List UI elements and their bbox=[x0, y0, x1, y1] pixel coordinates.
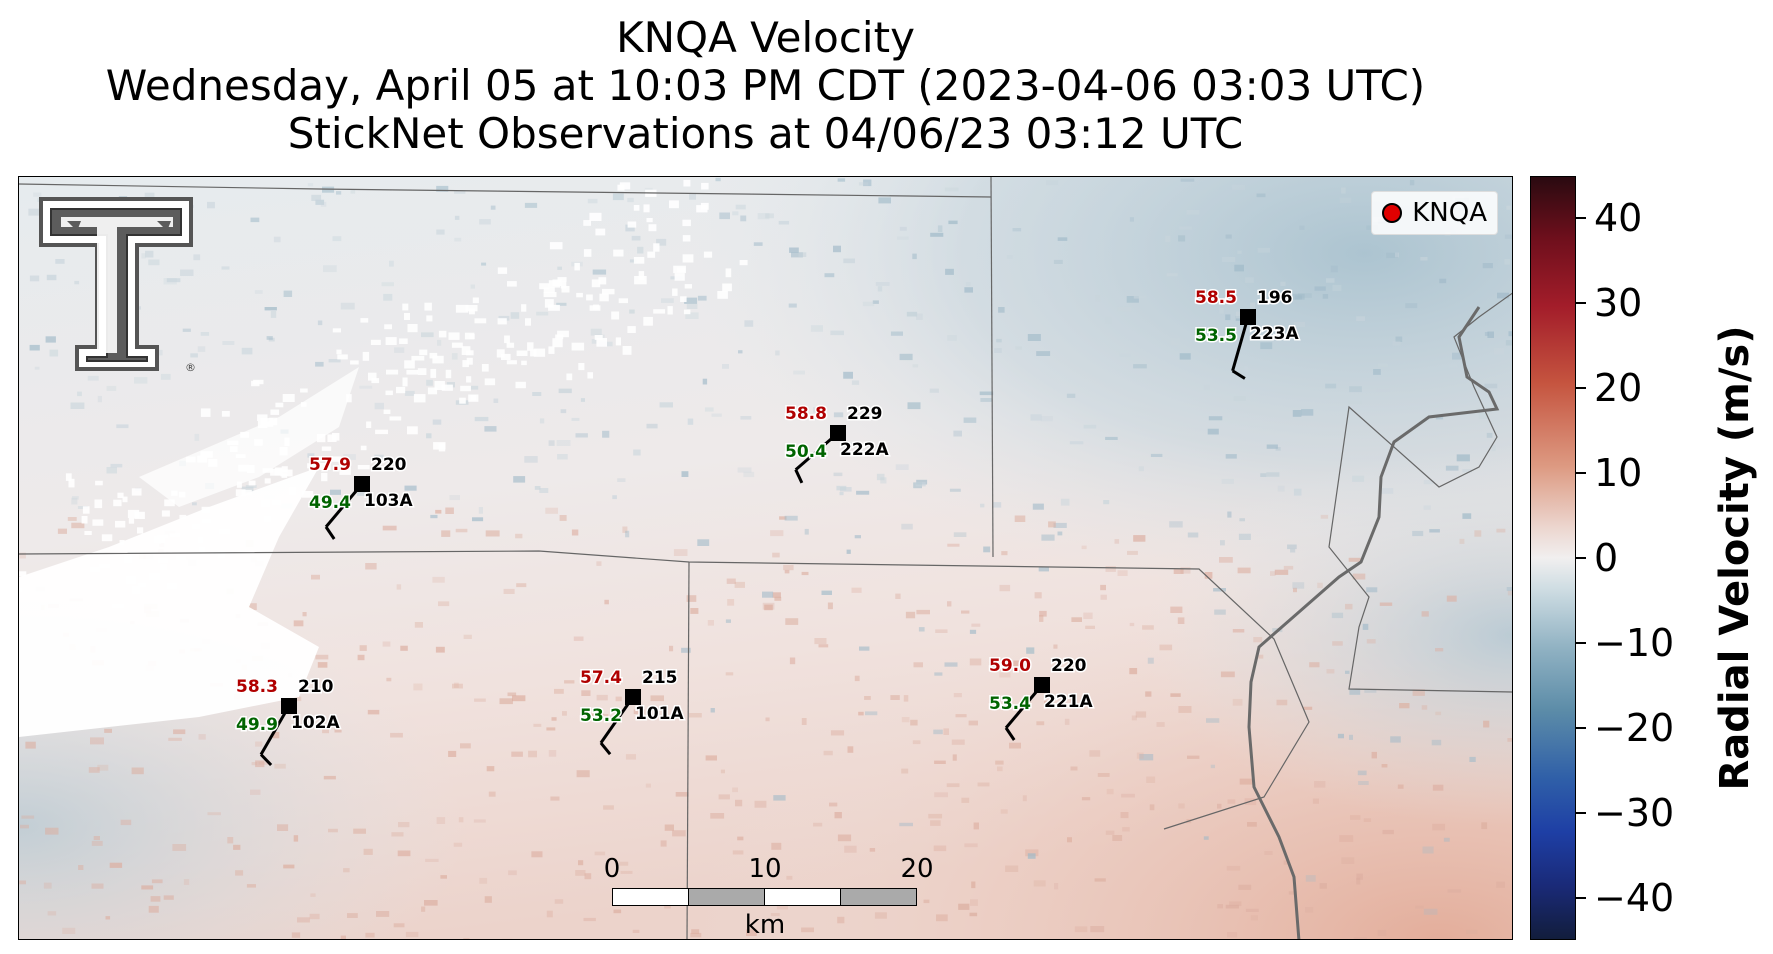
station-id-label: 103A bbox=[364, 491, 413, 511]
dewpoint-label: 49.4 bbox=[309, 493, 351, 513]
temperature-label: 57.9 bbox=[309, 455, 351, 475]
radar-map[interactable]: 57.9 220 49.4 103A 58.8 229 50.4 222A 58.5 196 53.… bbox=[18, 176, 1513, 940]
temperature-label: 57.4 bbox=[580, 668, 622, 688]
colorbar-tick-label: 0 bbox=[1594, 536, 1619, 580]
wind-barb-flag bbox=[599, 741, 612, 756]
scale-tick-0: 0 bbox=[603, 854, 621, 884]
scale-bar-segment bbox=[840, 888, 917, 906]
scale-unit: km bbox=[744, 910, 786, 940]
county-boundaries bbox=[19, 177, 1512, 939]
wind-barb-staff bbox=[1231, 316, 1250, 372]
wind-barb-staff bbox=[259, 705, 291, 756]
title-radar: KNQA Velocity bbox=[616, 13, 915, 62]
wind-barb-flag bbox=[324, 526, 336, 540]
wind-direction-label: 229 bbox=[847, 404, 883, 424]
no-data-speckle bbox=[19, 179, 748, 609]
station-223A: 58.5 196 53.5 223A bbox=[1194, 287, 1301, 380]
station-222A: 58.8 229 50.4 222A bbox=[784, 403, 891, 484]
river bbox=[1247, 306, 1500, 939]
colorbar-tick-mark bbox=[1576, 641, 1586, 644]
station-marker bbox=[830, 425, 846, 441]
colorbar-tick-mark bbox=[1576, 472, 1586, 475]
colorbar-tick-label: 20 bbox=[1594, 366, 1643, 411]
station-221A: 59.0 220 53.4 221A bbox=[988, 655, 1095, 741]
texas-tech-logo: ® bbox=[37, 195, 197, 375]
station-id-label: 101A bbox=[635, 704, 684, 724]
title-observations: StickNet Observations at 04/06/23 03:12 … bbox=[287, 109, 1244, 158]
colorbar-tick-mark bbox=[1576, 302, 1586, 305]
colorbar-tick-mark bbox=[1576, 557, 1586, 559]
dewpoint-label: 53.5 bbox=[1195, 326, 1237, 346]
station-103A: 57.9 220 49.4 103A bbox=[308, 454, 415, 540]
wind-direction-label: 220 bbox=[1051, 656, 1087, 676]
temperature-label: 58.3 bbox=[236, 677, 278, 697]
station-marker bbox=[281, 698, 297, 714]
scale-tick-20: 20 bbox=[900, 854, 934, 884]
temperature-label: 58.8 bbox=[785, 404, 827, 424]
station-id-label: 102A bbox=[291, 713, 340, 733]
station-marker bbox=[625, 689, 641, 705]
sticknet-stations: 57.9 220 49.4 103A 58.8 229 50.4 222A 58.5 196 53.… bbox=[235, 287, 1301, 767]
radar-marker-icon bbox=[1382, 203, 1403, 223]
colorbar-tick-mark bbox=[1576, 896, 1586, 899]
colorbar-tick-mark bbox=[1576, 387, 1586, 390]
station-marker bbox=[354, 476, 370, 492]
wind-direction-label: 220 bbox=[371, 455, 407, 475]
dewpoint-label: 53.2 bbox=[580, 706, 622, 726]
temperature-label: 59.0 bbox=[989, 656, 1031, 676]
colorbar bbox=[1530, 176, 1576, 940]
colorbar-tick-label: −40 bbox=[1594, 875, 1675, 920]
station-marker bbox=[1240, 309, 1256, 325]
dewpoint-label: 50.4 bbox=[785, 442, 827, 462]
colorbar-tick-mark bbox=[1576, 217, 1586, 220]
wind-direction-label: 210 bbox=[298, 677, 334, 697]
legend: KNQA bbox=[1371, 191, 1498, 235]
wind-barb-flag bbox=[794, 469, 804, 484]
colorbar-tick-label: −10 bbox=[1594, 620, 1675, 665]
scale-tick-10: 10 bbox=[748, 854, 782, 884]
colorbar-tick-mark bbox=[1576, 811, 1586, 814]
wind-barb-flag bbox=[259, 753, 273, 767]
scale-bar-segment bbox=[764, 888, 841, 906]
svg-text:®: ® bbox=[185, 361, 196, 374]
wind-barb-flag bbox=[1231, 369, 1246, 380]
station-marker bbox=[1034, 677, 1050, 693]
legend-label: KNQA bbox=[1412, 198, 1487, 228]
station-id-label: 222A bbox=[840, 440, 889, 460]
temperature-label: 58.5 bbox=[1195, 288, 1237, 308]
colorbar-tick-mark bbox=[1576, 726, 1586, 729]
colorbar-tick-label: 30 bbox=[1594, 281, 1643, 326]
station-id-label: 223A bbox=[1250, 324, 1299, 344]
colorbar-tick-label: −20 bbox=[1594, 705, 1675, 750]
dewpoint-label: 49.9 bbox=[236, 715, 278, 735]
colorbar-tick-label: −30 bbox=[1594, 790, 1675, 835]
station-102A: 58.3 210 49.9 102A bbox=[235, 676, 342, 767]
scale-bar-segment bbox=[688, 888, 765, 906]
station-id-label: 221A bbox=[1044, 692, 1093, 712]
station-101A: 57.4 215 53.2 101A bbox=[579, 667, 686, 756]
no-data-region bbox=[19, 467, 319, 737]
colorbar-tick-label: 10 bbox=[1594, 451, 1643, 496]
dewpoint-label: 53.4 bbox=[989, 694, 1031, 714]
wind-direction-label: 196 bbox=[1257, 288, 1293, 308]
colorbar-label: Radial Velocity (m/s) bbox=[1712, 325, 1758, 791]
title-datetime: Wednesday, April 05 at 10:03 PM CDT (202… bbox=[105, 61, 1426, 110]
wind-direction-label: 215 bbox=[642, 668, 678, 688]
colorbar-tick-label: 40 bbox=[1594, 196, 1643, 241]
wind-barb-flag bbox=[1004, 727, 1016, 741]
scale-bar-segment bbox=[612, 888, 689, 906]
